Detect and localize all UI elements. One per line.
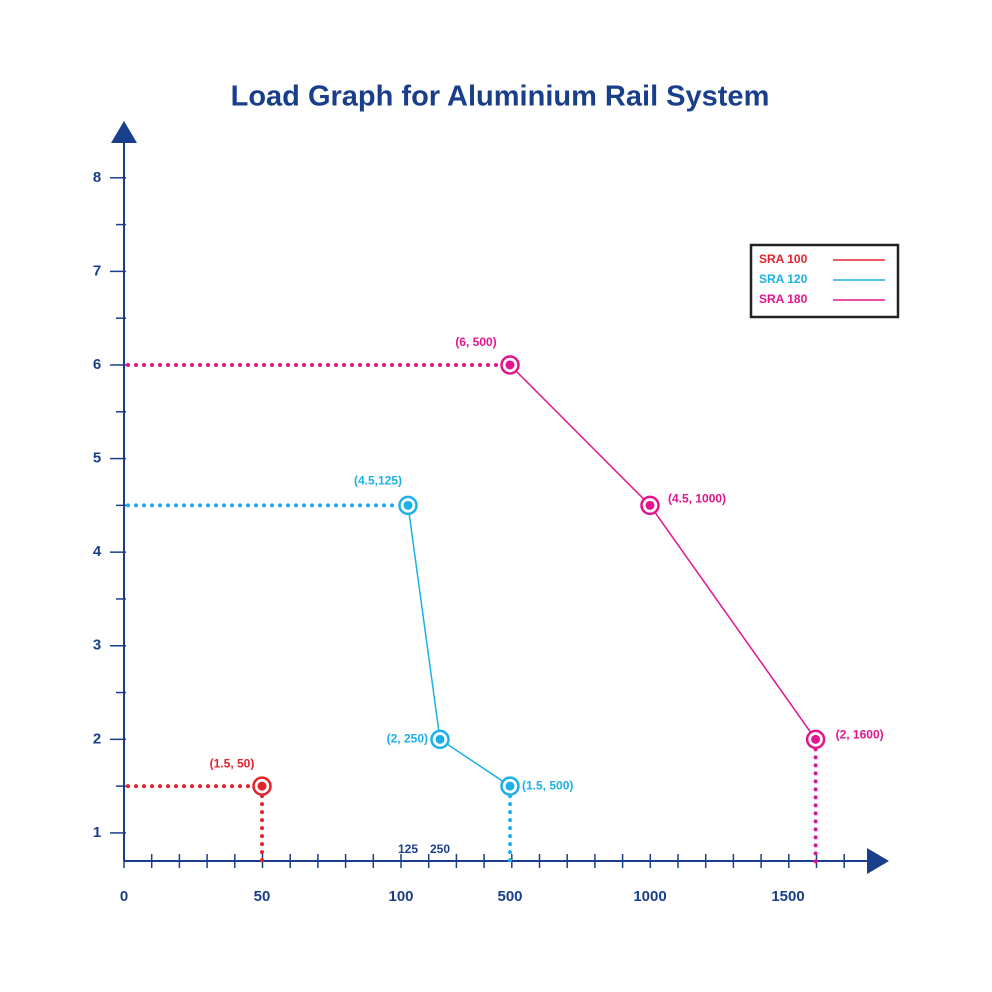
legend-label: SRA 180 — [759, 292, 808, 306]
point-dot — [257, 781, 267, 791]
point-dot — [505, 360, 515, 370]
x-tick-label: 1500 — [771, 888, 804, 905]
data-label: (1.5, 500) — [522, 778, 573, 792]
y-tick-label: 2 — [93, 730, 101, 747]
point-dot — [811, 734, 821, 744]
y-tick-label: 7 — [93, 262, 101, 279]
data-label: (1.5, 50) — [210, 756, 255, 770]
y-tick-label: 5 — [93, 450, 101, 467]
x-tick-label: 0 — [120, 888, 128, 905]
legend-label: SRA 120 — [759, 272, 808, 286]
legend-label: SRA 100 — [759, 252, 808, 266]
x-tick-label: 50 — [254, 888, 271, 905]
point-dot — [645, 500, 655, 510]
y-tick-label: 4 — [93, 543, 102, 560]
y-tick-label: 1 — [93, 824, 101, 841]
x-tick-label: 250 — [430, 842, 450, 856]
y-tick-label: 3 — [93, 637, 101, 654]
chart-title: Load Graph for Aluminium Rail System — [231, 81, 770, 113]
legend-box — [749, 243, 900, 319]
y-tick-label: 8 — [93, 169, 101, 186]
x-tick-label: 100 — [388, 888, 413, 905]
data-label: (4.5, 1000) — [668, 492, 726, 506]
y-axis-arrow — [111, 121, 137, 143]
y-tick-label: 6 — [93, 356, 101, 373]
data-label: (6, 500) — [455, 335, 496, 349]
x-axis-arrow — [867, 848, 889, 874]
x-tick-label: 125 — [398, 842, 418, 856]
data-label: (2, 1600) — [836, 728, 884, 742]
x-tick-label: 1000 — [633, 888, 666, 905]
x-tick-label: 500 — [497, 888, 522, 905]
point-dot — [403, 500, 413, 510]
data-label: (4.5,125) — [354, 474, 402, 488]
point-dot — [435, 734, 445, 744]
data-label: (2, 250) — [387, 732, 428, 746]
point-dot — [505, 781, 515, 791]
